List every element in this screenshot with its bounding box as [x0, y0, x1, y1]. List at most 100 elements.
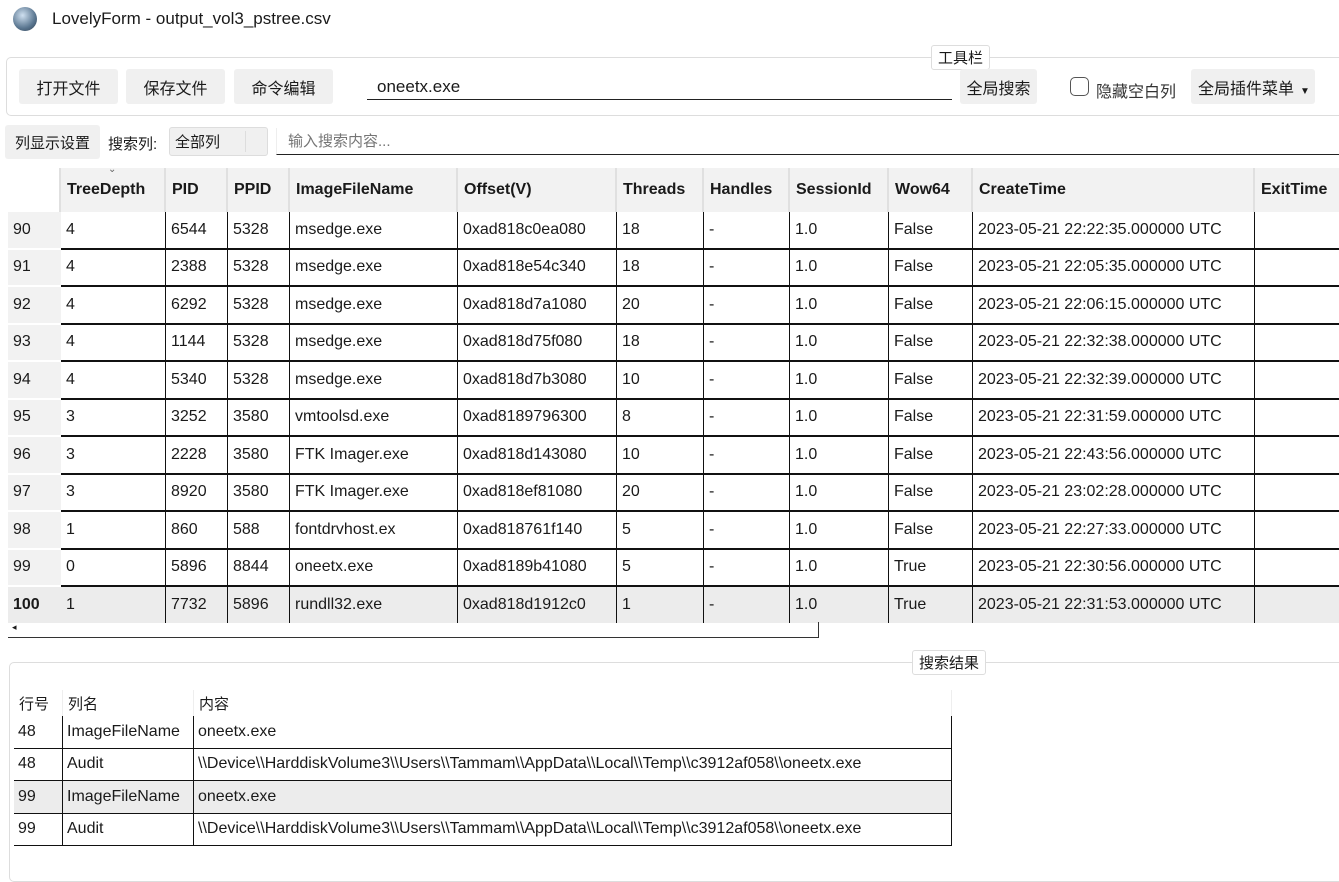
- search-column-select[interactable]: 全部列: [169, 127, 268, 156]
- table-cell[interactable]: 1: [61, 587, 166, 623]
- table-cell[interactable]: FTK Imager.exe: [290, 437, 458, 475]
- table-cell[interactable]: 4: [61, 324, 166, 362]
- result-cell[interactable]: 48: [14, 748, 63, 781]
- column-header-ppid[interactable]: PPID: [228, 168, 290, 212]
- table-cell[interactable]: [1255, 325, 1339, 362]
- table-cell[interactable]: msedge.exe: [290, 324, 458, 362]
- table-cell[interactable]: 1.0: [790, 324, 889, 362]
- table-cell[interactable]: 5328: [228, 212, 290, 250]
- table-cell[interactable]: 3580: [228, 437, 290, 475]
- row-header[interactable]: 90: [8, 212, 61, 250]
- table-cell[interactable]: 0xad818d7a1080: [458, 287, 617, 325]
- result-cell[interactable]: oneetx.exe: [194, 781, 952, 814]
- table-cell[interactable]: 10: [617, 437, 704, 475]
- results-table[interactable]: 行号 列名 内容 48 ImageFileName oneetx.exe 48 Audit \\…: [14, 690, 954, 850]
- table-cell[interactable]: True: [889, 587, 973, 623]
- column-header-image-file-name[interactable]: ImageFileName: [290, 168, 458, 212]
- row-header[interactable]: 99: [8, 549, 61, 587]
- table-cell[interactable]: 6292: [166, 287, 228, 325]
- save-file-button[interactable]: 保存文件: [126, 69, 225, 104]
- column-header-offset[interactable]: Offset(V): [458, 168, 617, 212]
- result-cell[interactable]: ImageFileName: [63, 781, 194, 814]
- table-cell[interactable]: 5328: [228, 362, 290, 400]
- result-cell[interactable]: 99: [14, 781, 63, 814]
- table-cell[interactable]: 0xad818761f140: [458, 512, 617, 550]
- table-cell[interactable]: 2023-05-21 22:32:39.000000 UTC: [973, 362, 1255, 400]
- table-cell[interactable]: 3580: [228, 399, 290, 437]
- table-cell[interactable]: 5896: [228, 587, 290, 623]
- table-cell[interactable]: 1.0: [790, 587, 889, 623]
- row-header[interactable]: 93: [8, 324, 61, 362]
- table-cell[interactable]: rundll32.exe: [290, 587, 458, 623]
- table-cell[interactable]: 2023-05-21 22:31:53.000000 UTC: [973, 587, 1255, 623]
- table-cell[interactable]: 5340: [166, 362, 228, 400]
- table-cell[interactable]: 0xad8189796300: [458, 399, 617, 437]
- table-cell[interactable]: 2023-05-21 23:02:28.000000 UTC: [973, 474, 1255, 512]
- table-cell[interactable]: 0xad818d1912c0: [458, 587, 617, 623]
- table-cell[interactable]: 1.0: [790, 474, 889, 512]
- row-header[interactable]: 98: [8, 512, 61, 550]
- table-cell[interactable]: 3: [61, 399, 166, 437]
- result-cell[interactable]: oneetx.exe: [194, 716, 952, 749]
- table-cell[interactable]: -: [704, 587, 790, 623]
- table-cell[interactable]: 3580: [228, 474, 290, 512]
- table-cell[interactable]: msedge.exe: [290, 287, 458, 325]
- plugin-menu-button[interactable]: 全局插件菜单 ▼: [1191, 69, 1315, 104]
- table-cell[interactable]: 0xad818e54c340: [458, 249, 617, 287]
- column-header-session-id[interactable]: SessionId: [790, 168, 889, 212]
- table-cell[interactable]: 1: [61, 512, 166, 550]
- table-cell[interactable]: 5: [617, 549, 704, 587]
- table-cell[interactable]: 0xad818c0ea080: [458, 212, 617, 250]
- row-header[interactable]: 95: [8, 399, 61, 437]
- row-header[interactable]: 96: [8, 437, 61, 475]
- table-cell[interactable]: 1144: [166, 324, 228, 362]
- table-cell[interactable]: 0: [61, 549, 166, 587]
- table-cell[interactable]: 5896: [166, 549, 228, 587]
- horizontal-scrollbar[interactable]: ◂: [8, 622, 819, 638]
- row-header[interactable]: 92: [8, 287, 61, 325]
- table-cell[interactable]: 3: [61, 474, 166, 512]
- table-cell[interactable]: 2388: [166, 249, 228, 287]
- table-cell[interactable]: 1.0: [790, 249, 889, 287]
- table-cell[interactable]: 3: [61, 437, 166, 475]
- table-cell[interactable]: msedge.exe: [290, 249, 458, 287]
- table-cell[interactable]: 0xad818d75f080: [458, 324, 617, 362]
- table-cell[interactable]: fontdrvhost.ex: [290, 512, 458, 550]
- table-cell[interactable]: 1.0: [790, 437, 889, 475]
- column-header-tree-depth[interactable]: TreeDepth: [61, 168, 166, 212]
- table-cell[interactable]: -: [704, 437, 790, 475]
- table-cell[interactable]: [1255, 362, 1339, 400]
- table-cell[interactable]: [1255, 212, 1339, 250]
- table-cell[interactable]: [1255, 400, 1339, 437]
- table-cell[interactable]: 6544: [166, 212, 228, 250]
- results-header-column-name[interactable]: 列名: [63, 690, 194, 716]
- table-cell[interactable]: 1.0: [790, 549, 889, 587]
- open-file-button[interactable]: 打开文件: [19, 69, 118, 104]
- row-header[interactable]: 97: [8, 474, 61, 512]
- table-cell[interactable]: [1255, 287, 1339, 325]
- table-cell[interactable]: 1.0: [790, 212, 889, 250]
- result-cell[interactable]: 48: [14, 716, 63, 749]
- table-cell[interactable]: 0xad818d143080: [458, 437, 617, 475]
- table-cell[interactable]: msedge.exe: [290, 212, 458, 250]
- table-cell[interactable]: 18: [617, 324, 704, 362]
- table-cell[interactable]: [1255, 250, 1339, 287]
- table-cell[interactable]: -: [704, 399, 790, 437]
- table-cell[interactable]: 0xad818ef81080: [458, 474, 617, 512]
- table-cell[interactable]: 860: [166, 512, 228, 550]
- table-cell[interactable]: -: [704, 362, 790, 400]
- corner-header[interactable]: [8, 168, 61, 212]
- column-settings-button[interactable]: 列显示设置: [5, 125, 100, 159]
- table-cell[interactable]: 3252: [166, 399, 228, 437]
- column-header-handles[interactable]: Handles: [704, 168, 790, 212]
- column-header-wow64[interactable]: Wow64: [889, 168, 973, 212]
- table-cell[interactable]: 4: [61, 249, 166, 287]
- table-cell[interactable]: 1.0: [790, 362, 889, 400]
- table-cell[interactable]: -: [704, 287, 790, 325]
- column-header-threads[interactable]: Threads: [617, 168, 704, 212]
- table-cell[interactable]: 18: [617, 249, 704, 287]
- table-cell[interactable]: 18: [617, 212, 704, 250]
- table-cell[interactable]: [1255, 512, 1339, 550]
- table-cell[interactable]: True: [889, 549, 973, 587]
- table-cell[interactable]: 5328: [228, 287, 290, 325]
